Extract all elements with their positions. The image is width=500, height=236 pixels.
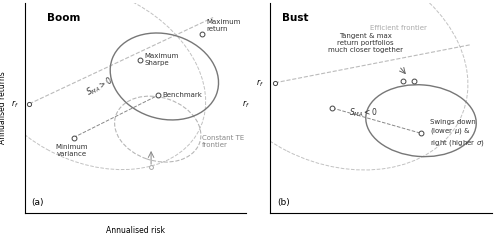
Text: (a): (a) — [32, 198, 44, 207]
Text: $S_{MA}<0$: $S_{MA}<0$ — [349, 106, 378, 118]
Text: Benchmark: Benchmark — [162, 93, 202, 98]
Text: $r_f$: $r_f$ — [10, 98, 18, 110]
Text: Maximum
return: Maximum return — [206, 19, 241, 32]
Text: Maximum
Sharpe: Maximum Sharpe — [144, 53, 179, 66]
Text: Swings down
(lower $\mu$) &
right (higher $\sigma$): Swings down (lower $\mu$) & right (highe… — [430, 119, 484, 148]
Text: Annualised returns: Annualised returns — [0, 72, 8, 144]
Text: Annualised risk: Annualised risk — [106, 226, 165, 235]
Text: Minimum
variance: Minimum variance — [55, 144, 88, 157]
Text: Bust: Bust — [282, 13, 308, 23]
Text: $r_f$: $r_f$ — [242, 98, 250, 110]
Text: (b): (b) — [277, 198, 290, 207]
Text: Efficient frontier: Efficient frontier — [370, 25, 428, 31]
Text: Boom: Boom — [47, 13, 80, 23]
Text: $r_f$: $r_f$ — [256, 77, 264, 88]
Text: $S_{MA}>0$: $S_{MA}>0$ — [84, 75, 116, 99]
Text: Tangent & max
return portfolios
much closer together: Tangent & max return portfolios much clo… — [328, 33, 403, 53]
Text: Constant TE
frontier: Constant TE frontier — [202, 135, 244, 148]
